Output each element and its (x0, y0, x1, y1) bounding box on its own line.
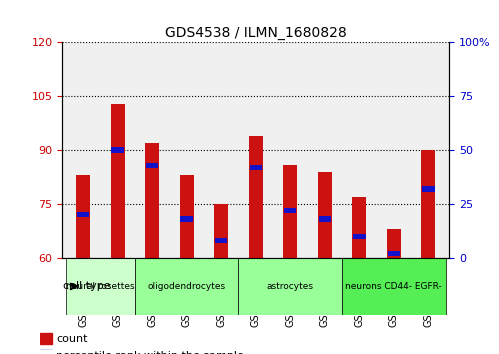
Bar (76, 175, 90, 258)
Bar (214, 204, 228, 258)
Bar (388, 251, 400, 256)
Bar (249, 136, 262, 258)
Bar (180, 175, 194, 258)
Title: GDS4538 / ILMN_1680828: GDS4538 / ILMN_1680828 (165, 26, 347, 40)
Text: astrocytes: astrocytes (267, 282, 314, 291)
Bar (146, 162, 158, 168)
Bar (250, 165, 262, 170)
FancyBboxPatch shape (342, 258, 446, 315)
Bar (283, 165, 297, 258)
Bar (145, 143, 159, 258)
Text: neural rosettes: neural rosettes (66, 282, 135, 291)
FancyBboxPatch shape (66, 258, 135, 315)
Text: count: count (56, 334, 88, 344)
Bar (111, 148, 124, 153)
Bar (181, 216, 193, 222)
Text: cell type: cell type (63, 281, 111, 291)
Bar (318, 172, 332, 258)
Bar (40, 333, 52, 344)
Text: oligodendrocytes: oligodendrocytes (148, 282, 226, 291)
Bar (111, 103, 125, 258)
Bar (353, 234, 366, 239)
Bar (352, 197, 366, 258)
Bar (40, 350, 52, 354)
Bar (422, 150, 435, 258)
Bar (77, 212, 89, 217)
Text: neurons CD44- EGFR-: neurons CD44- EGFR- (345, 282, 442, 291)
FancyBboxPatch shape (135, 258, 239, 315)
FancyBboxPatch shape (239, 258, 342, 315)
Bar (318, 216, 331, 222)
Bar (422, 186, 435, 192)
Bar (387, 229, 401, 258)
Bar (284, 208, 296, 213)
Bar (215, 238, 228, 243)
Text: percentile rank within the sample: percentile rank within the sample (56, 351, 245, 354)
